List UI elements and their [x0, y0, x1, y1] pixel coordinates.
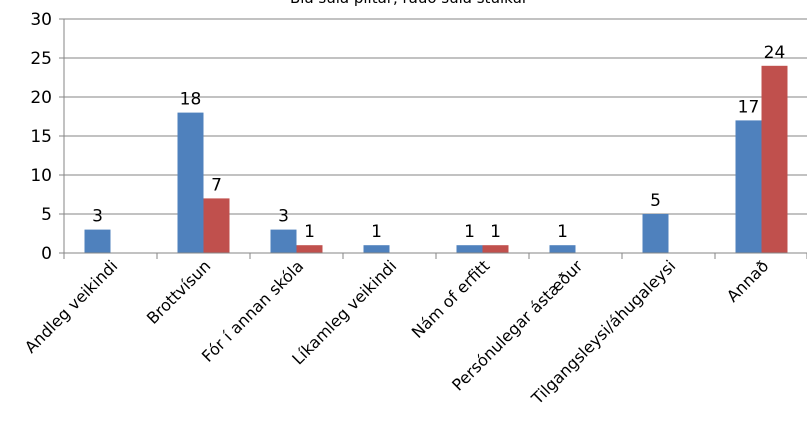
x-tick-label: Brottvísun	[143, 256, 214, 327]
data-label: 17	[738, 97, 760, 117]
bar	[203, 198, 230, 253]
x-tick-label: Nám of erfitt	[408, 256, 494, 342]
data-label: 3	[278, 207, 289, 227]
y-tick-label: 10	[30, 166, 52, 186]
bar	[761, 65, 788, 253]
bar	[549, 245, 576, 253]
data-label: 24	[764, 43, 786, 63]
data-label: 1	[557, 222, 568, 242]
x-tick-label: Fór í annan skóla	[198, 256, 307, 365]
bar	[482, 245, 509, 253]
y-tick-label: 15	[30, 127, 52, 147]
bar	[363, 245, 390, 253]
x-tick-label: Líkamleg veikindi	[288, 256, 400, 368]
data-label: 1	[464, 222, 475, 242]
data-label: 18	[180, 90, 202, 110]
y-tick-label: 0	[41, 244, 52, 264]
bar	[735, 120, 762, 254]
data-label: 1	[371, 222, 382, 242]
y-tick-label: 5	[41, 205, 52, 225]
bar	[456, 245, 483, 253]
y-tick-label: 25	[30, 49, 52, 69]
bar	[84, 229, 111, 253]
data-label: 3	[92, 207, 103, 227]
data-label: 1	[304, 222, 315, 242]
data-label: 1	[490, 222, 501, 242]
chart-title: Blá súla piltar, rauð súla stúlkur	[290, 0, 529, 7]
bar	[296, 245, 323, 253]
data-label: 7	[211, 175, 222, 195]
y-tick-label: 30	[30, 10, 52, 30]
y-tick-label: 20	[30, 88, 52, 108]
x-tick-label: Andleg veikindi	[21, 256, 121, 356]
bar	[270, 229, 297, 253]
x-tick-label: Annað	[723, 256, 772, 305]
bar	[177, 112, 204, 253]
data-label: 5	[650, 191, 661, 211]
bar	[642, 214, 669, 253]
